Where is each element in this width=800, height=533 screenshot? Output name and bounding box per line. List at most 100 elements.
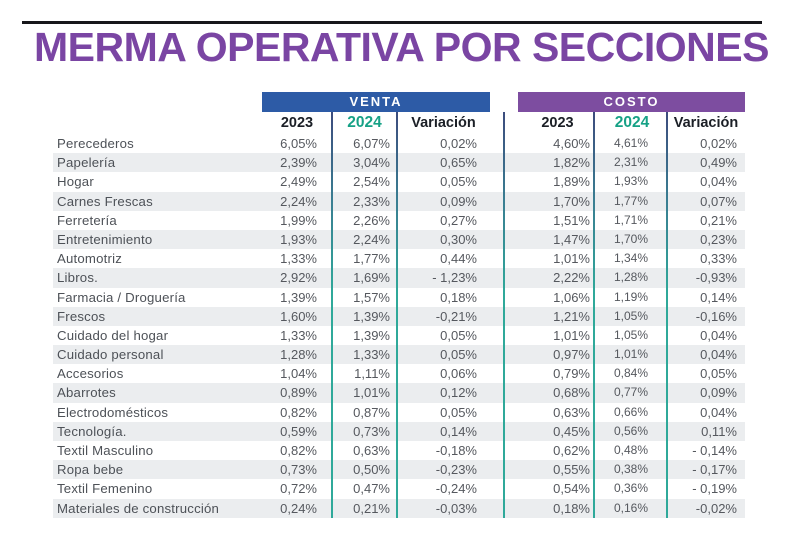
column-divider [331,112,333,518]
costo-2024-value: 0,56% [613,423,649,438]
costo-2024-value: 1,05% [613,308,649,323]
costo-variacion-value: - 0,17% [692,462,737,478]
section-name: Papelería [57,155,116,171]
table-row: Libros. 2,92% 1,69% - 1,23% 2,22% 1,28% … [53,268,745,288]
column-divider [396,112,398,518]
costo-2023-value: 1,06% [553,289,590,305]
costo-2023-value: 1,21% [553,308,590,324]
costo-2024-value: 1,19% [613,289,649,304]
venta-2023-value: 1,39% [280,289,317,305]
costo-variacion-value: 0,49% [700,155,737,171]
column-divider [666,112,668,518]
venta-variacion-value: 0,02% [440,136,477,151]
costo-variacion-value: -0,93% [695,270,737,286]
costo-2023-value: 0,45% [553,423,590,439]
venta-2023-value: 0,72% [280,481,317,497]
costo-2024-value: 1,34% [613,251,649,266]
costo-2024-header: 2024 [614,114,650,131]
venta-2023-header: 2023 [280,115,314,131]
venta-variacion-value: 0,44% [440,251,477,267]
costo-2024-value: 0,48% [613,443,649,457]
venta-2023-value: 2,49% [280,174,317,190]
table-row: Ferretería 1,99% 2,26% 0,27% 1,51% 1,71%… [53,211,745,230]
table-row: Electrodomésticos 0,82% 0,87% 0,05% 0,63… [53,403,745,422]
section-name: Cuidado personal [57,347,164,363]
venta-2024-value: 0,47% [353,481,390,497]
venta-2023-value: 2,92% [280,270,317,286]
costo-2023-value: 1,82% [553,155,590,171]
venta-2024-value: 0,87% [353,404,390,420]
table-row: Entretenimiento 1,93% 2,24% 0,30% 1,47% … [53,229,745,250]
costo-2023-value: 0,18% [553,500,590,516]
venta-variacion-value: 0,14% [440,423,477,439]
venta-variacion-value: 0,05% [440,347,477,363]
costo-2023-value: 1,89% [553,174,590,190]
venta-variacion-value: 0,12% [440,385,477,401]
costo-variacion-value: -0,02% [695,500,737,516]
costo-variacion-value: - 0,14% [692,443,737,458]
venta-group-header: VENTA [262,92,490,112]
section-name: Accesorios [57,366,124,382]
venta-variacion-value: 0,27% [440,212,477,228]
costo-2024-value: 2,31% [613,155,649,170]
table-row: Farmacia / Droguería 1,39% 1,57% 0,18% 1… [53,288,745,307]
table-row: Accesorios 1,04% 1,11% 0,06% 0,79% 0,84%… [53,364,745,383]
venta-2024-value: 0,21% [353,500,390,516]
section-name: Hogar [57,174,94,190]
section-column-header [53,112,262,134]
costo-2024-value: 1,93% [613,174,649,189]
venta-2024-value: 1,39% [353,327,390,343]
subheader-row: 2023 2024 Variación 2023 2024 Variación [53,112,745,134]
costo-2023-value: 0,62% [553,443,590,458]
venta-variacion-value: -0,21% [435,308,477,324]
section-name: Materiales de construcción [57,500,220,516]
section-name: Textil Femenino [57,481,153,497]
costo-2024-value: 1,01% [613,347,649,362]
section-name: Tecnología. [57,423,127,439]
costo-2023-value: 2,22% [553,270,590,286]
table-row: Cuidado del hogar 1,33% 1,39% 0,05% 1,01… [53,326,745,345]
venta-variacion-value: 0,05% [440,174,477,190]
table-row: Perecederos 6,05% 6,07% 0,02% 4,60% 4,61… [53,134,745,153]
page-title: MERMA OPERATIVA POR SECCIONES [34,24,769,70]
costo-group-header: COSTO [518,92,745,112]
venta-2023-value: 0,82% [280,443,317,458]
costo-2024-value: 1,70% [613,231,649,246]
venta-variacion-value: -0,24% [435,481,477,497]
section-name: Ferretería [57,212,117,228]
table-row: Textil Masculino 0,82% 0,63% -0,18% 0,62… [53,441,745,460]
costo-2024-value: 0,38% [613,462,649,477]
venta-2024-value: 2,24% [353,231,390,247]
costo-variacion-header: Variación [673,115,739,131]
venta-2023-value: 0,89% [280,385,317,401]
table-row: Papelería 2,39% 3,04% 0,65% 1,82% 2,31% … [53,153,745,173]
section-name: Libros. [57,270,98,286]
costo-variacion-value: 0,05% [700,366,737,382]
table-row: Cuidado personal 1,28% 1,33% 0,05% 0,97%… [53,345,745,365]
costo-2023-value: 1,47% [553,231,590,247]
costo-2023-value: 1,70% [553,193,590,209]
costo-2024-value: 1,71% [613,212,649,227]
costo-variacion-value: -0,16% [695,308,737,324]
venta-2023-value: 1,33% [280,251,317,267]
venta-2024-value: 1,11% [354,366,390,382]
venta-2023-value: 2,39% [280,155,317,171]
table-row: Materiales de construcción 0,24% 0,21% -… [53,498,745,518]
section-name: Ropa bebe [57,462,124,478]
costo-2023-value: 1,51% [553,212,590,228]
section-name: Cuidado del hogar [57,327,169,343]
section-name: Electrodomésticos [57,404,169,420]
costo-2023-value: 0,68% [553,385,590,401]
venta-variacion-value: 0,06% [440,366,477,382]
costo-2023-value: 0,79% [553,366,590,382]
table-row: Carnes Frescas 2,24% 2,33% 0,09% 1,70% 1… [53,191,745,211]
costo-2024-value: 0,36% [613,481,649,496]
venta-2024-value: 1,57% [353,289,390,305]
venta-variacion-header: Variación [411,115,476,131]
costo-2024-value: 0,84% [613,366,649,381]
table-row: Tecnología. 0,59% 0,73% 0,14% 0,45% 0,56… [53,421,745,441]
section-name: Abarrotes [57,385,116,401]
section-name: Frescos [57,308,106,324]
venta-variacion-value: - 1,23% [432,270,477,286]
